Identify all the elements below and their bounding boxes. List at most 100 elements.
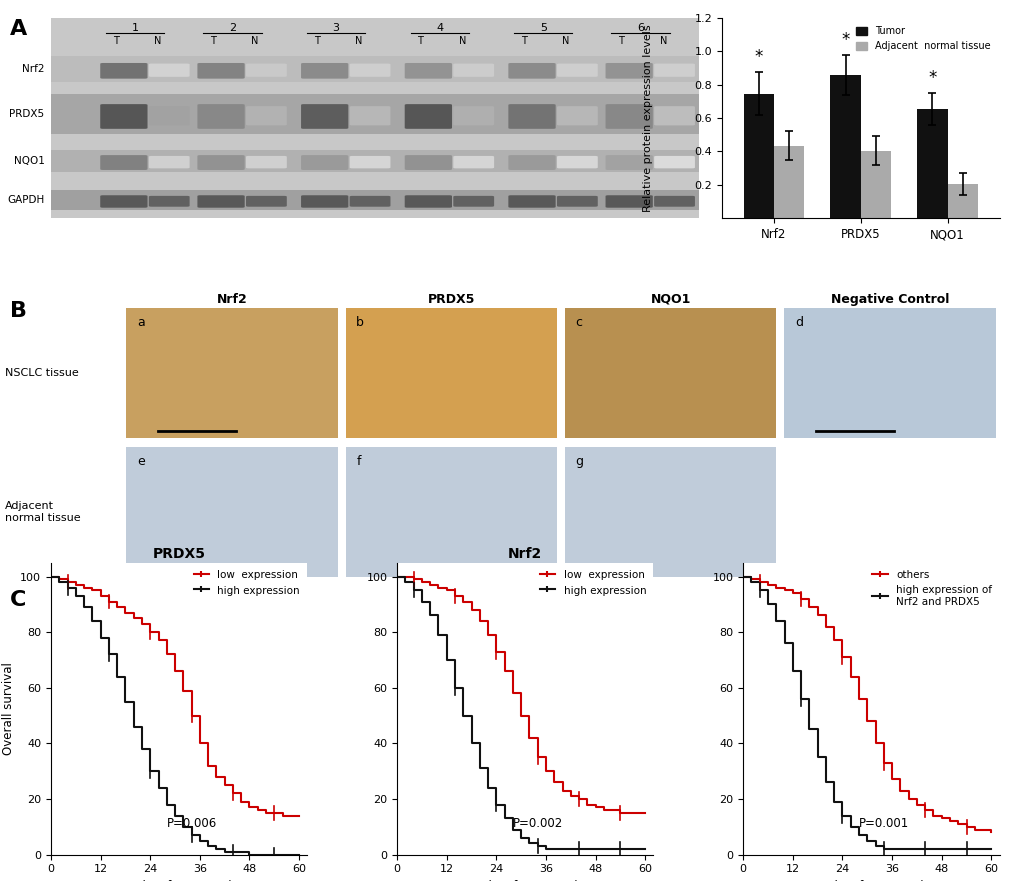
FancyBboxPatch shape [405,63,451,78]
Text: B: B [10,301,28,322]
Legend: others, high expression of
Nrf2 and PRDX5: others, high expression of Nrf2 and PRDX… [867,566,996,611]
FancyBboxPatch shape [653,196,694,207]
FancyBboxPatch shape [507,155,555,170]
FancyBboxPatch shape [246,156,286,168]
Text: T: T [210,36,216,46]
Text: *: * [841,32,849,49]
Text: Negative Control: Negative Control [829,292,949,306]
Text: N: N [251,36,259,46]
FancyBboxPatch shape [100,63,148,78]
FancyBboxPatch shape [350,63,390,77]
FancyBboxPatch shape [198,63,245,78]
Text: A: A [10,19,28,40]
Text: T: T [314,36,319,46]
Text: 4: 4 [436,23,443,33]
Text: 6: 6 [637,23,643,33]
FancyBboxPatch shape [653,106,694,125]
FancyBboxPatch shape [452,196,493,207]
FancyBboxPatch shape [556,106,597,125]
FancyBboxPatch shape [605,63,652,78]
Text: N: N [154,36,161,46]
Bar [947,184,977,218]
X-axis label: Months after resection: Months after resection [804,880,937,881]
FancyBboxPatch shape [301,155,348,170]
FancyBboxPatch shape [246,196,286,207]
Text: GAPDH: GAPDH [7,196,45,205]
Text: f: f [356,455,361,468]
Title: Nrf2: Nrf2 [507,547,542,561]
Text: P=0.001: P=0.001 [858,817,908,830]
Text: C: C [10,590,26,611]
Bar [743,93,773,218]
FancyBboxPatch shape [556,156,597,168]
FancyBboxPatch shape [605,196,652,208]
Text: P=0.006: P=0.006 [167,817,217,830]
Text: NQO1: NQO1 [13,156,45,167]
Text: T: T [417,36,423,46]
FancyBboxPatch shape [246,63,286,77]
Text: 1: 1 [131,23,139,33]
FancyBboxPatch shape [556,63,597,77]
Bar [860,151,891,218]
Text: N: N [355,36,362,46]
Text: Nrf2: Nrf2 [216,292,248,306]
FancyBboxPatch shape [149,106,190,125]
FancyBboxPatch shape [301,63,348,78]
Text: c: c [575,316,582,329]
FancyBboxPatch shape [100,104,148,129]
Text: *: * [754,48,762,66]
FancyBboxPatch shape [507,63,555,78]
Text: NSCLC tissue: NSCLC tissue [5,368,78,378]
Text: *: * [927,69,935,87]
FancyBboxPatch shape [350,106,390,125]
Text: Adjacent
normal tissue: Adjacent normal tissue [5,501,81,523]
Text: PRDX5: PRDX5 [427,292,475,306]
FancyBboxPatch shape [350,196,390,207]
Title: PRDX5: PRDX5 [153,547,206,561]
FancyBboxPatch shape [149,196,190,207]
FancyBboxPatch shape [452,63,493,77]
Text: a: a [137,316,145,329]
Bar [773,145,804,218]
Legend: low  expression, high expression: low expression, high expression [190,566,304,600]
Text: g: g [575,455,583,468]
FancyBboxPatch shape [452,106,493,125]
Text: Nrf2: Nrf2 [22,63,45,74]
Bar [916,108,947,218]
Text: e: e [137,455,145,468]
FancyBboxPatch shape [350,156,390,168]
Text: N: N [561,36,570,46]
Legend: Tumor, Adjacent  normal tissue: Tumor, Adjacent normal tissue [851,23,994,56]
FancyBboxPatch shape [405,155,451,170]
Bar [829,76,860,218]
FancyBboxPatch shape [149,63,190,77]
Text: N: N [659,36,666,46]
FancyBboxPatch shape [405,104,451,129]
Bar [51,94,698,134]
FancyBboxPatch shape [100,155,148,170]
FancyBboxPatch shape [198,155,245,170]
Y-axis label: Overall survival: Overall survival [2,663,14,755]
Text: NQO1: NQO1 [650,292,690,306]
Text: 5: 5 [539,23,546,33]
FancyBboxPatch shape [198,196,245,208]
FancyBboxPatch shape [149,156,190,168]
Legend: low  expression, high expression: low expression, high expression [535,566,650,600]
X-axis label: Months after resection: Months after resection [112,880,246,881]
Y-axis label: Relative protein expression levels: Relative protein expression levels [642,24,652,211]
X-axis label: Months after resection: Months after resection [459,880,591,881]
FancyBboxPatch shape [653,156,694,168]
FancyBboxPatch shape [605,155,652,170]
FancyBboxPatch shape [653,63,694,77]
FancyBboxPatch shape [507,196,555,208]
Bar [51,150,698,172]
FancyBboxPatch shape [100,196,148,208]
Text: T: T [618,36,624,46]
FancyBboxPatch shape [507,104,555,129]
FancyBboxPatch shape [301,196,348,208]
FancyBboxPatch shape [452,156,493,168]
Text: PRDX5: PRDX5 [9,109,45,119]
Text: b: b [356,316,364,329]
Bar [51,190,698,211]
FancyBboxPatch shape [405,196,451,208]
